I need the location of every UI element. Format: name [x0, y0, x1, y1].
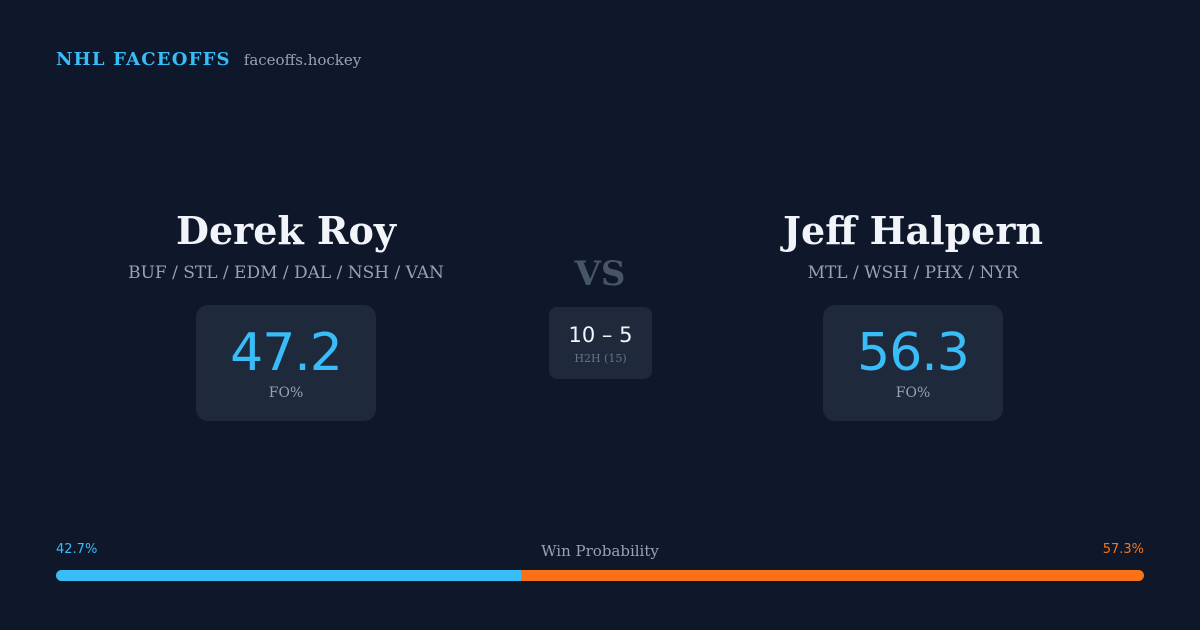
- player-left-fo-value: 47.2: [230, 323, 343, 383]
- win-probability-right-value: 57.3%: [1102, 542, 1144, 557]
- win-probability-labels: 42.7% Win Probability 57.3%: [56, 542, 1144, 562]
- player-left-fo-label: FO%: [268, 385, 304, 401]
- player-right-fo-label: FO%: [895, 385, 931, 401]
- site-domain[interactable]: faceoffs.hockey: [243, 51, 362, 69]
- win-probability-title: Win Probability: [541, 542, 659, 560]
- player-right: Jeff Halpern MTL / WSH / PHX / NYR 56.3 …: [693, 205, 1133, 421]
- player-right-fo-card: 56.3 FO%: [823, 305, 1003, 421]
- win-probability-bar-left: [56, 570, 521, 581]
- h2h-score: 10 – 5: [568, 322, 633, 347]
- brand-title[interactable]: NHL FACEOFFS: [56, 49, 231, 70]
- player-right-name: Jeff Halpern: [783, 208, 1043, 253]
- win-probability-left-value: 42.7%: [56, 542, 98, 557]
- player-left-name: Derek Roy: [176, 208, 396, 253]
- vs-label: VS: [574, 254, 626, 294]
- win-probability-bar: [56, 570, 1144, 581]
- player-left: Derek Roy BUF / STL / EDM / DAL / NSH / …: [66, 205, 506, 421]
- h2h-label: H2H (15): [574, 351, 627, 365]
- player-right-fo-value: 56.3: [857, 323, 970, 383]
- player-left-teams: BUF / STL / EDM / DAL / NSH / VAN: [128, 263, 444, 283]
- h2h-card: 10 – 5 H2H (15): [549, 307, 652, 379]
- header: NHL FACEOFFS faceoffs.hockey: [56, 49, 361, 70]
- player-right-teams: MTL / WSH / PHX / NYR: [807, 263, 1019, 283]
- win-probability-bar-right: [520, 570, 1144, 581]
- player-left-fo-card: 47.2 FO%: [196, 305, 376, 421]
